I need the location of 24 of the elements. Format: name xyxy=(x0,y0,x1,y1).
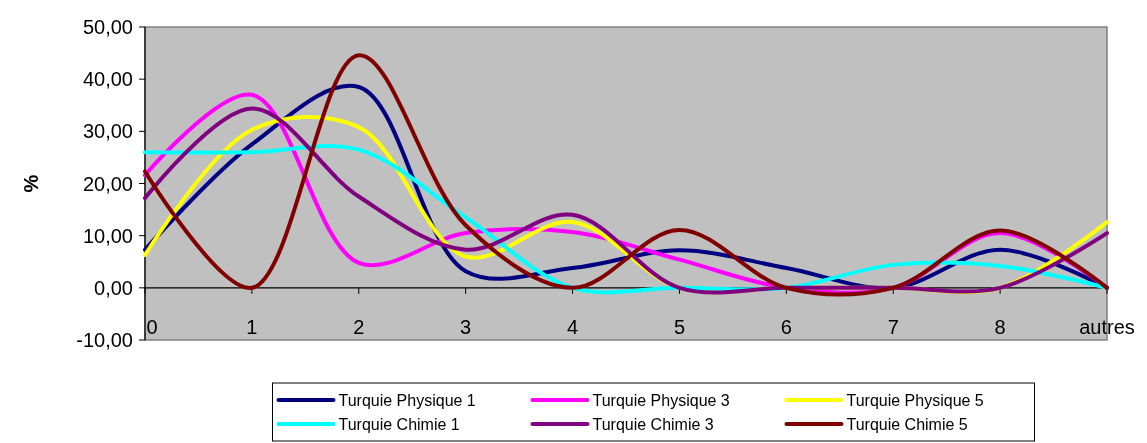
x-tick-label: 4 xyxy=(566,315,579,338)
x-tick-label: 0 xyxy=(146,315,158,338)
legend-label: Turquie Chimie 5 xyxy=(846,415,968,433)
x-tick-label: 2 xyxy=(353,315,365,338)
legend-label: Turquie Physique 3 xyxy=(592,391,730,409)
x-tick-label: autres xyxy=(1079,315,1135,338)
y-tick-label: 10,00 xyxy=(82,224,133,247)
y-tick-label: -10,00 xyxy=(76,329,133,351)
x-tick-label: 7 xyxy=(887,315,899,338)
x-tick-label: 3 xyxy=(460,315,472,338)
legend-label: Turquie Physique 1 xyxy=(338,391,476,409)
y-tick-label: 0,00 xyxy=(94,276,133,299)
y-tick-label: 20,00 xyxy=(82,172,133,195)
y-axis-title: % xyxy=(20,174,42,193)
y-tick-label: 30,00 xyxy=(82,120,133,143)
legend-label: Turquie Physique 5 xyxy=(846,391,984,409)
x-tick-label: 6 xyxy=(780,315,792,338)
y-tick-label: 50,00 xyxy=(82,16,133,38)
x-tick-label: 8 xyxy=(994,315,1006,338)
y-tick-label: 40,00 xyxy=(82,68,133,91)
x-tick-label: 1 xyxy=(246,315,258,338)
legend-label: Turquie Chimie 1 xyxy=(338,415,460,433)
x-tick-label: 5 xyxy=(673,315,686,338)
legend-label: Turquie Chimie 3 xyxy=(592,415,714,433)
